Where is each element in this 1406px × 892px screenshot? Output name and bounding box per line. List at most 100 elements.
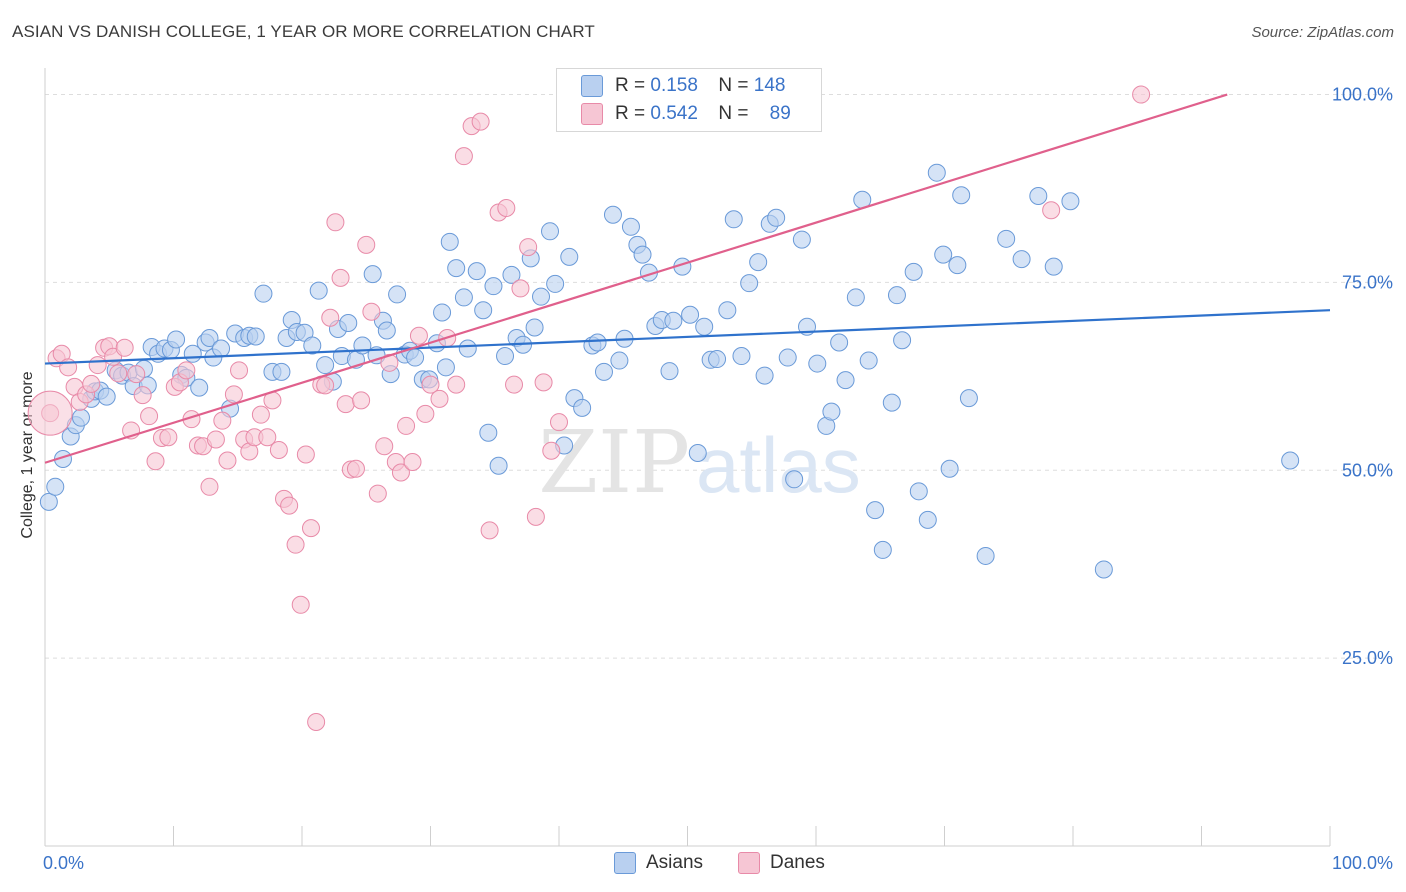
asian-point — [934, 245, 953, 264]
dane-point — [316, 376, 335, 395]
dane-point — [127, 365, 146, 384]
dane-point — [218, 451, 237, 470]
asian-point — [755, 366, 774, 385]
dane-point — [519, 238, 538, 257]
dane-point — [286, 535, 305, 554]
asian-point — [610, 351, 629, 370]
dane-point — [159, 428, 178, 447]
dane-point — [511, 279, 530, 298]
asian-point — [708, 350, 727, 369]
asian-point — [303, 336, 322, 355]
dane-point — [346, 459, 365, 478]
asian-point — [246, 327, 265, 346]
dane-point — [362, 302, 381, 321]
dane-point — [269, 440, 288, 459]
asian-point — [681, 305, 700, 324]
dane-point — [230, 361, 249, 380]
asian-point — [904, 262, 923, 281]
dane-point — [258, 428, 277, 447]
dane-point — [542, 441, 561, 460]
asian-point — [660, 362, 679, 381]
asian-point — [406, 348, 425, 367]
dane-point — [133, 386, 152, 405]
asian-point — [846, 288, 865, 307]
dane-point — [447, 375, 466, 394]
asian-point — [496, 347, 515, 366]
dane-point — [280, 496, 299, 515]
dane-point — [336, 395, 355, 414]
danes-n-value: 89 — [769, 103, 791, 124]
asian-point — [882, 393, 901, 412]
dane-point — [200, 477, 219, 496]
dane-point — [296, 445, 315, 464]
asian-point — [97, 387, 116, 406]
asian-point — [1012, 250, 1031, 269]
dane-point — [357, 235, 376, 254]
danes-n-label: N = — [718, 103, 749, 124]
asian-point — [474, 301, 493, 320]
asian-point — [377, 321, 396, 340]
dane-point — [224, 385, 243, 404]
dane-point — [534, 373, 553, 392]
asian-point — [603, 205, 622, 224]
asian-point — [732, 347, 751, 366]
asian-point — [952, 186, 971, 205]
danes-r-value: 0.542 — [650, 103, 698, 124]
asians-n-label: N = — [718, 75, 749, 96]
asian-point — [560, 247, 579, 266]
asian-point — [1044, 257, 1063, 276]
asian-point — [785, 470, 804, 489]
asians-legend-label: Asians — [646, 852, 704, 873]
danes-swatch — [581, 103, 603, 125]
asian-point — [541, 222, 560, 241]
chart-title: ASIAN VS DANISH COLLEGE, 1 YEAR OR MORE … — [12, 22, 595, 41]
dane-point — [1042, 201, 1061, 220]
dane-point — [421, 375, 440, 394]
asian-point — [525, 318, 544, 337]
asian-point — [1281, 451, 1300, 470]
asian-point — [594, 362, 613, 381]
asian-point — [909, 482, 928, 501]
dane-point — [146, 452, 165, 471]
asian-point — [927, 163, 946, 182]
asian-point — [918, 510, 937, 529]
dane-point — [206, 430, 225, 449]
asian-point — [573, 398, 592, 417]
dane-point — [391, 463, 410, 482]
asian-point — [976, 546, 995, 565]
asian-point — [339, 313, 358, 332]
watermark-atlas: atlas — [696, 421, 861, 509]
legend-item-danes: Danes — [738, 852, 825, 874]
dane-point — [331, 268, 350, 287]
dane-point — [109, 364, 128, 383]
asian-point — [458, 339, 477, 358]
asians-r-label: R = — [615, 75, 646, 96]
dane-point — [416, 404, 435, 423]
legend-row-asians: R = 0.158 N = 148 — [581, 74, 785, 98]
dane-point — [326, 213, 345, 232]
dane-point — [321, 308, 340, 327]
asian-point — [489, 456, 508, 475]
asian-point — [948, 256, 967, 275]
asian-point — [1094, 560, 1113, 579]
danes-r-label: R = — [615, 103, 646, 124]
asian-point — [254, 284, 273, 303]
dane-point — [497, 199, 516, 218]
asian-point — [484, 277, 503, 296]
asian-point — [309, 281, 328, 300]
y-tick-label: 100.0% — [1332, 85, 1393, 105]
dane-point — [307, 713, 326, 732]
asian-point — [621, 217, 640, 236]
asian-point — [546, 274, 565, 293]
asian-point — [71, 408, 90, 427]
asian-point — [190, 378, 209, 397]
asian-point — [808, 354, 827, 373]
asians-swatch — [581, 75, 603, 97]
asian-point — [588, 333, 607, 352]
asian-point — [664, 311, 683, 330]
dane-point — [88, 356, 107, 375]
asian-point — [633, 245, 652, 264]
dane-point — [409, 326, 428, 345]
asian-point — [39, 492, 58, 511]
asian-point — [467, 262, 486, 281]
